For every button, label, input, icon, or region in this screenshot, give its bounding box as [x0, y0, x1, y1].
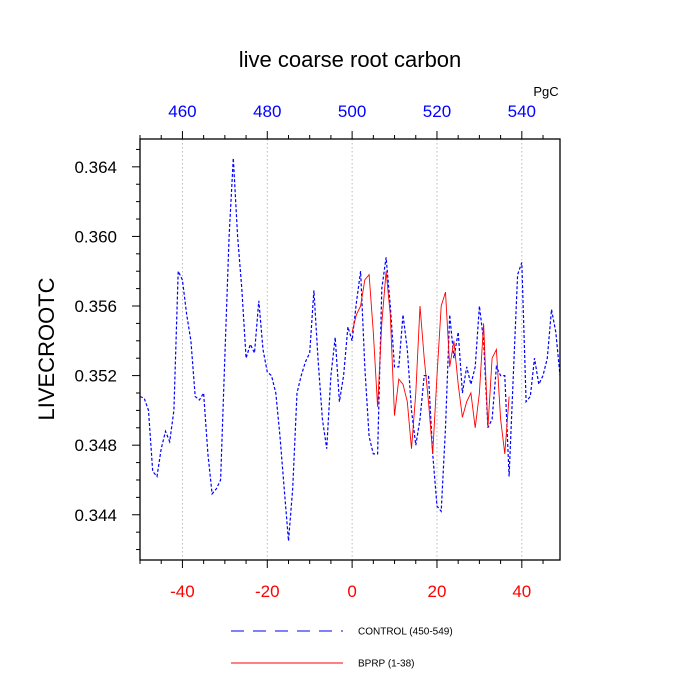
legend-label-0: CONTROL (450-549) — [358, 627, 453, 638]
chart-title: live coarse root carbon — [239, 47, 462, 72]
y-tick-label-3: 0.356 — [74, 297, 117, 316]
legend-label-1: BPRP (1-38) — [358, 659, 415, 670]
plot-frame — [139, 138, 561, 561]
series-line-bprp — [351, 271, 510, 454]
x-top-tick-label-0: 460 — [168, 102, 196, 121]
y-tick-label-4: 0.360 — [74, 227, 117, 246]
x-bottom-tick-label-2: 0 — [347, 582, 356, 601]
x-top-tick-label-3: 520 — [423, 102, 451, 121]
y-axis-label: LIVECROOTC — [34, 277, 59, 420]
x-bottom-tick-label-1: -20 — [255, 582, 280, 601]
x-top-tick-label-2: 500 — [338, 102, 366, 121]
y-tick-label-1: 0.348 — [74, 436, 117, 455]
legend: CONTROL (450-549) BPRP (1-38) — [231, 627, 453, 670]
tick-labels: -40 -20 0 20 40 460 480 500 520 540 0.344 0.348 0.35… — [74, 102, 536, 601]
series-line-control — [139, 158, 561, 541]
x-top-tick-label-1: 480 — [253, 102, 281, 121]
x-bottom-tick-label-4: 40 — [512, 582, 531, 601]
x-top-tick-label-4: 540 — [508, 102, 536, 121]
x-bottom-tick-label-0: -40 — [170, 582, 195, 601]
units-label: PgC — [533, 84, 558, 99]
y-tick-label-2: 0.352 — [74, 367, 117, 386]
y-tick-label-0: 0.344 — [74, 506, 117, 525]
x-bottom-tick-label-3: 20 — [428, 582, 447, 601]
gridlines — [182, 139, 523, 560]
y-tick-label-5: 0.364 — [74, 158, 117, 177]
series-layer — [139, 158, 561, 541]
axis-ticks — [132, 131, 544, 568]
